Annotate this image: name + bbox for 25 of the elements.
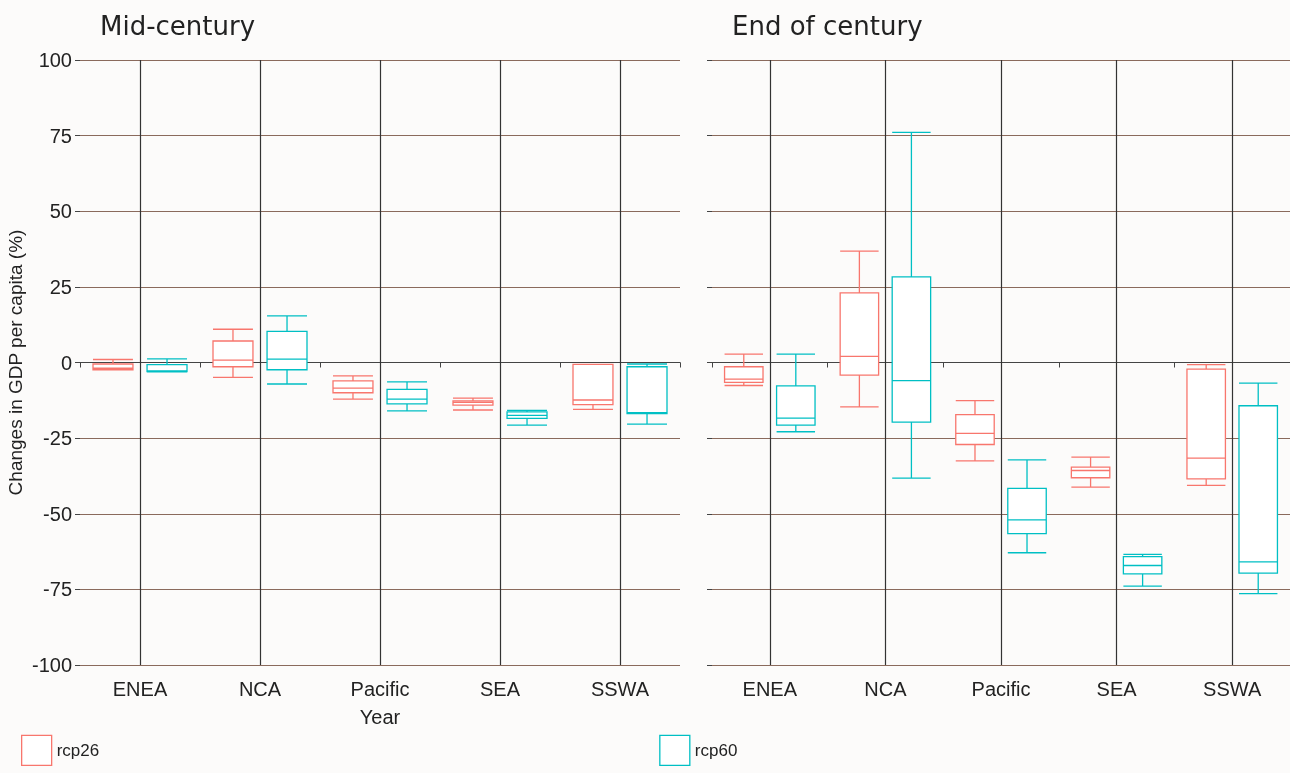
x-tick-label: ENEA <box>742 678 798 700</box>
y-axis-title: Changes in GDP per capita (%) <box>5 229 26 496</box>
x-tick-label: SSWA <box>1203 678 1262 700</box>
legend-label: rcp26 <box>56 740 100 760</box>
y-tick-label: -50 <box>43 502 72 525</box>
x-tick-label: Pacific <box>971 678 1031 700</box>
x-tick-label: SEA <box>479 678 521 700</box>
y-tick-label: 25 <box>49 275 72 298</box>
y-tick-label: -100 <box>31 654 72 676</box>
chart-title: Mid-century <box>100 11 256 41</box>
y-tick-label: 100 <box>38 49 72 71</box>
y-tick-label: -75 <box>43 578 72 601</box>
y-tick-label: 50 <box>49 200 72 223</box>
legend-label: rcp60 <box>694 740 738 760</box>
chart-title: End of century <box>732 11 923 41</box>
x-tick-label: NCA <box>238 678 282 700</box>
y-tick-label: 0 <box>60 351 72 374</box>
x-tick-label: NCA <box>864 678 908 700</box>
x-tick-label: SSWA <box>590 678 650 700</box>
x-axis-title: Year <box>359 706 401 728</box>
x-tick-label: ENEA <box>112 678 168 700</box>
y-tick-label: -25 <box>43 427 72 450</box>
y-tick-label: 75 <box>49 124 72 147</box>
x-tick-label: SEA <box>1096 678 1138 700</box>
x-tick-label: Pacific <box>350 678 410 700</box>
